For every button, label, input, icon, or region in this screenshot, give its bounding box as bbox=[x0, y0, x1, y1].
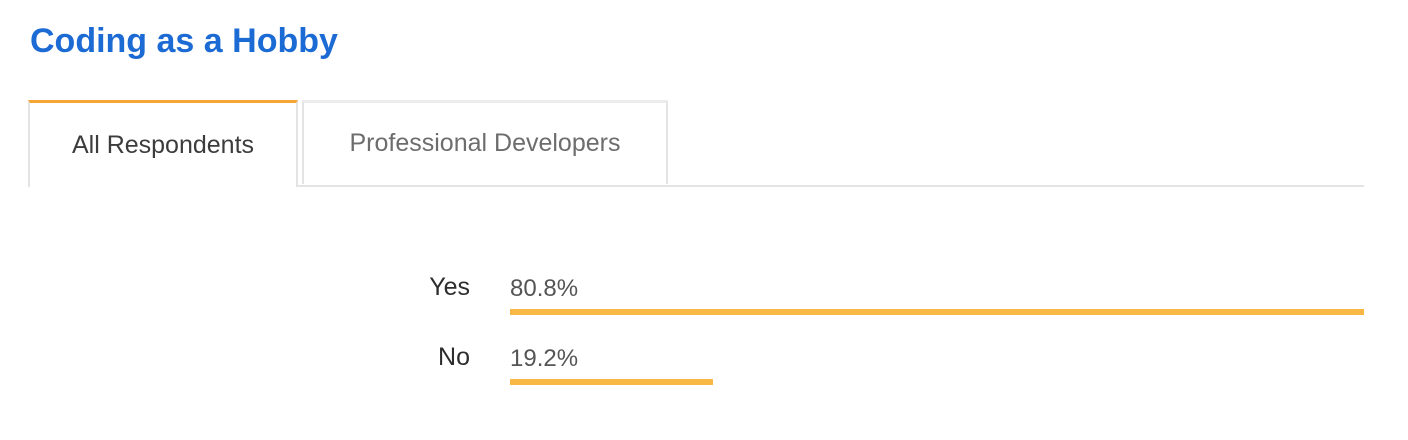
bar-value-label: 19.2% bbox=[510, 345, 579, 372]
tab-all-respondents[interactable]: All Respondents bbox=[28, 100, 298, 187]
bar-category-label: Yes bbox=[429, 273, 470, 301]
bar bbox=[510, 309, 1364, 315]
tab-all-respondents-label: All Respondents bbox=[71, 130, 255, 159]
tab-professional-developers[interactable]: Professional Developers bbox=[302, 100, 668, 184]
tab-divider bbox=[28, 185, 1364, 187]
bar bbox=[510, 379, 713, 385]
bar-category-label: No bbox=[438, 343, 470, 371]
tab-professional-developers-label: Professional Developers bbox=[349, 129, 621, 157]
respondent-tabs: All Respondents Professional Developers bbox=[28, 100, 1364, 187]
bar-value-label: 80.8% bbox=[510, 275, 579, 302]
chart-title: Coding as a Hobby bbox=[30, 22, 338, 60]
